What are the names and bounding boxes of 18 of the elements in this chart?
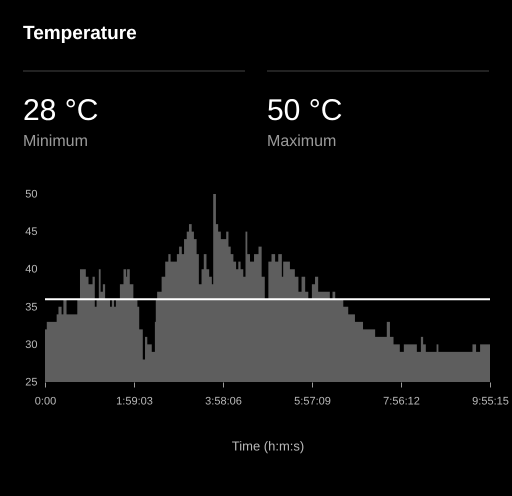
text: 28 °C (23, 94, 98, 127)
x-tick-label: 7:56:12 (383, 396, 420, 408)
text: Maximum (267, 133, 336, 150)
x-tick-label: 0:00 (34, 396, 56, 408)
text: 50 °C (267, 94, 342, 127)
y-tick-label: 30 (25, 338, 38, 351)
x-tick-label: 1:59:03 (116, 396, 153, 408)
text: Minimum (23, 133, 88, 150)
y-tick-label: 40 (25, 264, 38, 276)
y-tick-label: 50 (25, 188, 38, 200)
x-tick-label: 5:57:09 (294, 396, 331, 408)
chart-title: Temperature (23, 23, 137, 44)
y-tick-label: 45 (25, 226, 38, 238)
x-tick-label: 3:58:06 (205, 396, 242, 408)
y-tick-label: 35 (25, 301, 38, 314)
x-tick-label: 9:55:15 (472, 396, 509, 408)
y-tick-label: 25 (25, 376, 38, 388)
x-axis-title: Time (h:m:s) (232, 438, 304, 454)
